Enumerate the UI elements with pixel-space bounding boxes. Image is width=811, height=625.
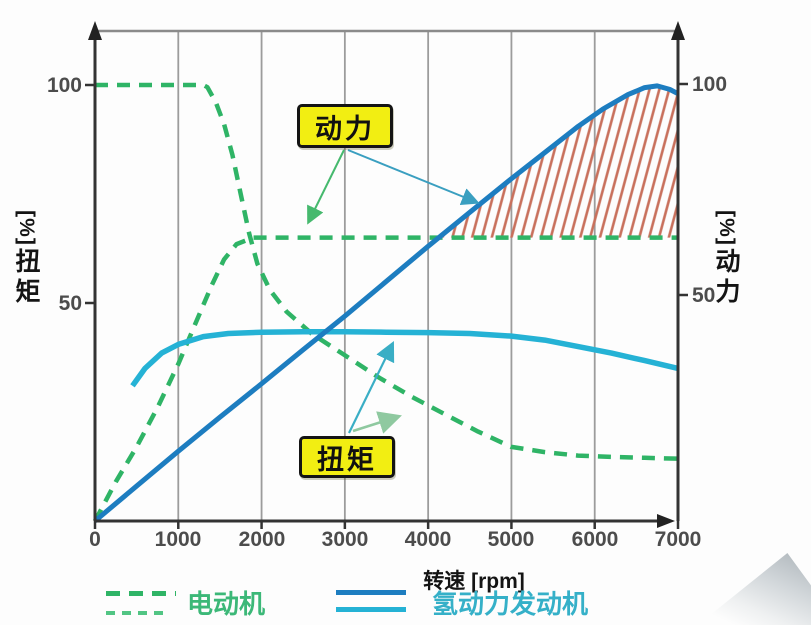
right-axis-arrow-icon xyxy=(671,21,685,40)
y-tick-marks xyxy=(85,82,688,305)
h2-torque-line-icon xyxy=(336,607,406,612)
torque-arrow-to-h2-curve xyxy=(348,341,395,434)
x-tick-6000: 6000 xyxy=(571,528,619,551)
h2-torque-curve xyxy=(130,329,679,388)
x-tick-1000: 1000 xyxy=(154,528,202,551)
legend: 电动机 氢动力发动机 xyxy=(0,582,811,625)
ev-power-curve xyxy=(93,235,678,523)
y-axis-title-left: [%] 扭矩 xyxy=(8,210,44,308)
ev-legend-swatch xyxy=(106,591,176,615)
x-tick-2000: 2000 xyxy=(238,528,286,551)
torque-arrow-to-ev-curve xyxy=(352,411,402,434)
x-tick-marks xyxy=(93,521,680,529)
left-axis-arrow-icon xyxy=(88,21,102,40)
right-tick-100: 100 xyxy=(692,73,728,96)
power-arrow-to-h2-curve xyxy=(347,149,480,206)
y-axis-title-right: [%] 动力 xyxy=(708,210,744,308)
left-tick-50: 50 xyxy=(58,292,82,315)
x-axis-title: 转速 [rpm] xyxy=(423,570,525,593)
x-tick-5000: 5000 xyxy=(487,528,535,551)
right-tick-50: 50 xyxy=(692,284,716,307)
power-surplus-hatched-area xyxy=(440,85,678,238)
ev-legend-label: 电动机 xyxy=(187,589,266,619)
torque-annotation-badge: 扭矩 xyxy=(299,436,395,478)
left-axis-title-text: 扭矩 xyxy=(12,248,40,308)
right-axis-title-text: 动力 xyxy=(712,248,740,308)
x-tick-3000: 3000 xyxy=(321,528,369,551)
h2-power-line-icon xyxy=(336,590,406,595)
x-tick-4000: 4000 xyxy=(404,528,452,551)
x-tick-0: 0 xyxy=(89,528,101,551)
power-arrow-to-ev-curve xyxy=(307,149,345,225)
ev-power-dash-icon xyxy=(106,611,170,615)
x-axis-arrow-icon xyxy=(657,514,675,528)
h2-legend-swatch xyxy=(336,590,406,612)
h2-legend-label: 氢动力发动机 xyxy=(432,589,589,619)
h2-power-curve xyxy=(93,83,680,523)
right-axis-unit: [%] xyxy=(714,210,738,246)
left-tick-100: 100 xyxy=(46,74,82,97)
left-axis-unit: [%] xyxy=(14,210,38,246)
ev-torque-dash-icon xyxy=(106,591,176,596)
x-tick-7000: 7000 xyxy=(654,528,702,551)
power-annotation-badge: 动力 xyxy=(297,104,393,148)
